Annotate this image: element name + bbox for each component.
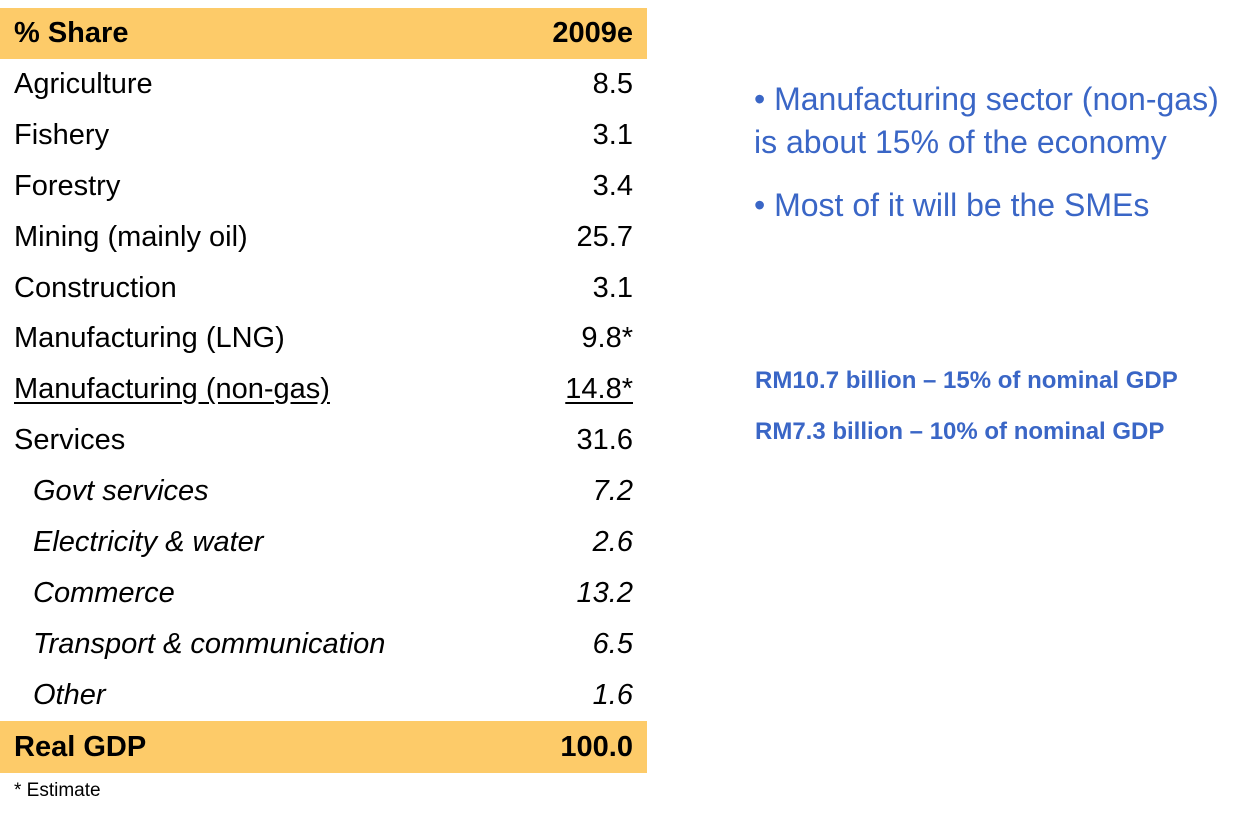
- table-row: Construction 3.1: [0, 263, 647, 314]
- subsector-value: 6.5: [592, 627, 633, 660]
- gdp-share-table: % Share 2009e Agriculture 8.5 Fishery 3.…: [0, 8, 647, 773]
- table-row: Fishery 3.1: [0, 110, 647, 161]
- note-line: RM10.7 billion – 15% of nominal GDP: [755, 367, 1178, 394]
- sector-value: 9.8*: [581, 322, 633, 355]
- sector-value: 25.7: [576, 220, 633, 253]
- sector-value: 3.4: [592, 169, 633, 202]
- bullet-item: • Manufacturing sector (non-gas) is abou…: [754, 81, 1219, 160]
- note-line: RM7.3 billion – 10% of nominal GDP: [755, 418, 1165, 445]
- bullet-item: • Most of it will be the SMEs: [754, 187, 1150, 223]
- table-row: Agriculture 8.5: [0, 59, 647, 110]
- subsector-value: 2.6: [592, 526, 633, 559]
- table-subrow: Electricity & water 2.6: [0, 517, 647, 568]
- table-subrow: Govt services 7.2: [0, 466, 647, 517]
- table-subrow: Other 1.6: [0, 670, 647, 721]
- gdp-notes: RM10.7 billion – 15% of nominal GDP RM7.…: [755, 366, 1178, 468]
- table-row-highlighted: Manufacturing (non-gas) 14.8*: [0, 364, 647, 415]
- subsector-value: 1.6: [592, 678, 633, 711]
- sector-value: 3.1: [592, 271, 633, 304]
- subsector-value: 7.2: [592, 475, 633, 508]
- sector-label: Mining (mainly oil): [14, 220, 248, 253]
- total-label: Real GDP: [14, 730, 147, 763]
- sector-label: Manufacturing (LNG): [14, 322, 285, 355]
- table-row: Manufacturing (LNG) 9.8*: [0, 313, 647, 364]
- sector-value: 8.5: [592, 68, 633, 100]
- table-row: Mining (mainly oil) 25.7: [0, 212, 647, 263]
- sector-label: Fishery: [14, 118, 110, 151]
- sector-label: Manufacturing (non-gas): [14, 373, 330, 406]
- header-label: % Share: [14, 17, 129, 49]
- subsector-value: 13.2: [576, 576, 633, 609]
- sector-value: 14.8*: [565, 373, 633, 406]
- sector-value: 3.1: [592, 118, 633, 151]
- sector-label: Services: [14, 424, 126, 457]
- subsector-label: Other: [33, 678, 106, 711]
- sector-value: 31.6: [576, 424, 633, 457]
- subsector-label: Electricity & water: [33, 526, 264, 559]
- sector-label: Forestry: [14, 169, 121, 202]
- sector-label: Construction: [14, 271, 177, 304]
- header-year: 2009e: [552, 17, 633, 49]
- table-row: Forestry 3.4: [0, 161, 647, 212]
- total-value: 100.0: [560, 730, 633, 763]
- table-total-row: Real GDP 100.0: [0, 720, 647, 773]
- subsector-label: Govt services: [33, 475, 209, 508]
- subsector-label: Commerce: [33, 576, 175, 609]
- table-header-row: % Share 2009e: [0, 8, 647, 59]
- sector-label: Agriculture: [14, 68, 153, 100]
- estimate-footnote: * Estimate: [14, 780, 101, 801]
- subsector-label: Transport & communication: [33, 627, 386, 660]
- table-subrow: Transport & communication 6.5: [0, 619, 647, 670]
- table-subrow: Commerce 13.2: [0, 568, 647, 619]
- bullet-list: • Manufacturing sector (non-gas) is abou…: [754, 78, 1224, 247]
- table-row: Services 31.6: [0, 415, 647, 466]
